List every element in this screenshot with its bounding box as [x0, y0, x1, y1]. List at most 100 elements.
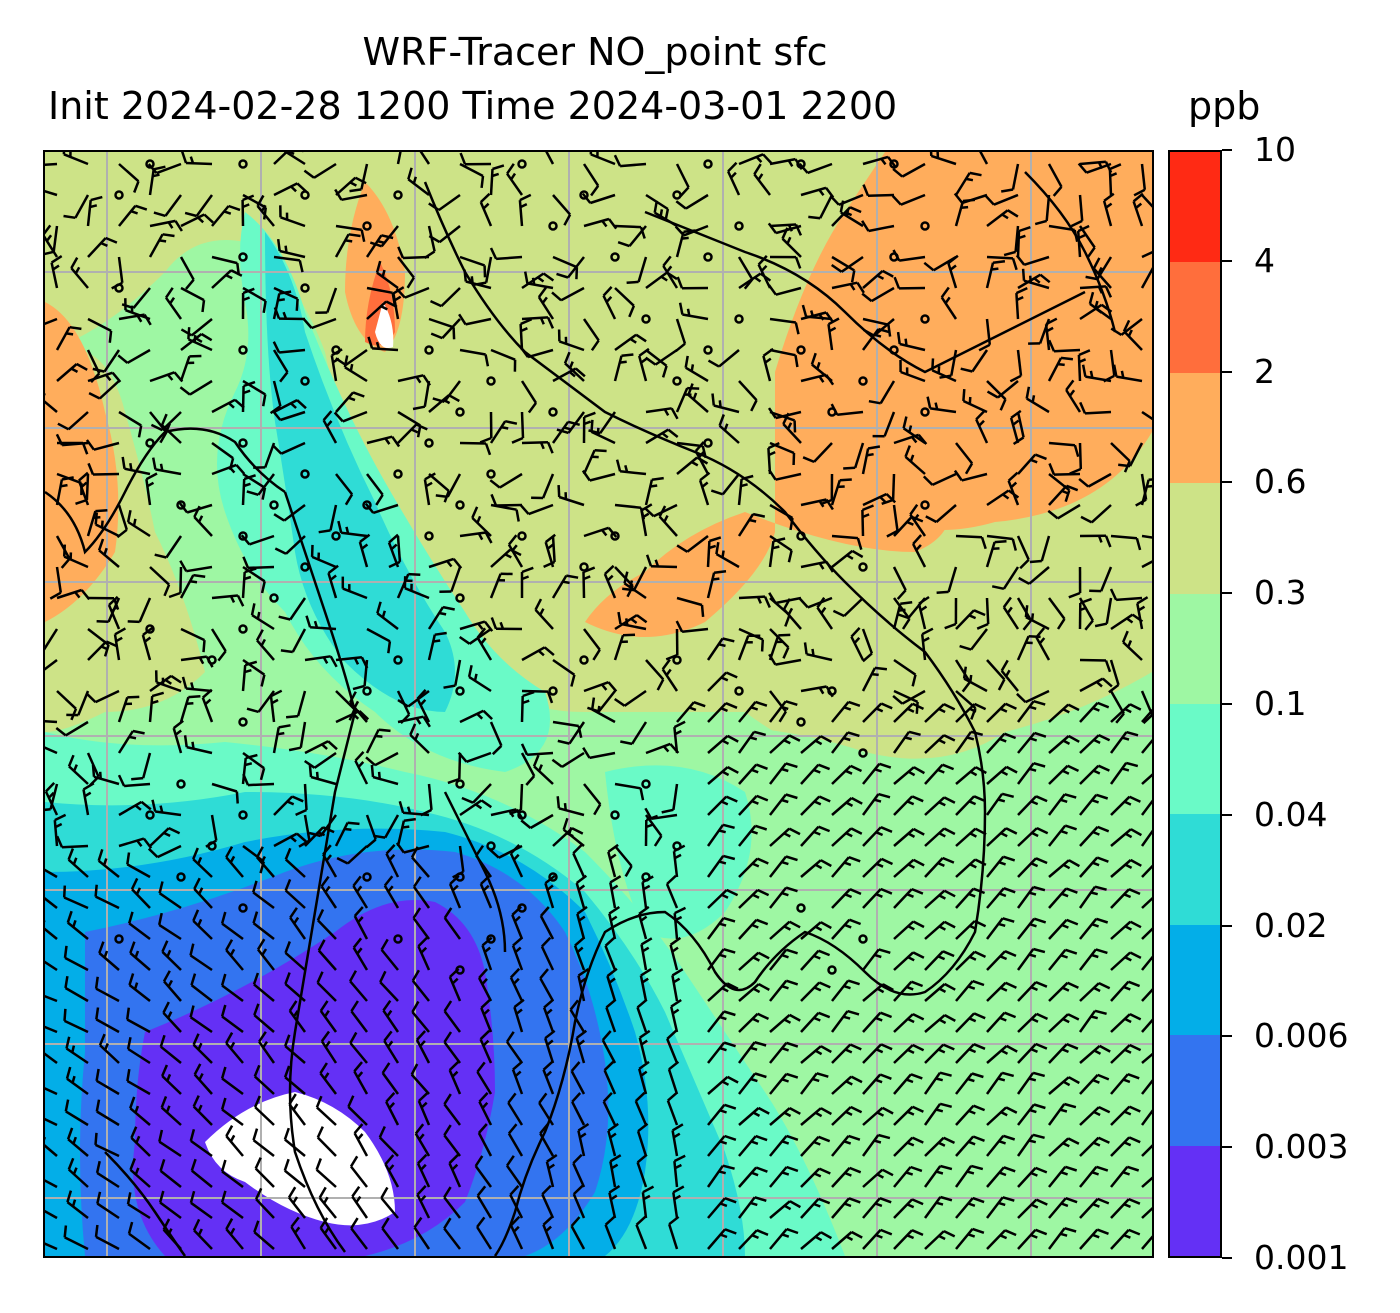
wind-barb-flag [256, 194, 265, 207]
wind-barb-flag [891, 195, 902, 206]
wind-barb-flag [969, 924, 977, 931]
wind-barb-shaft [349, 701, 368, 723]
wind-barb-flag [722, 637, 735, 643]
wind-barb-shaft [1141, 534, 1152, 539]
wind-barb-flag [192, 1033, 200, 1046]
wind-barb-shaft [831, 765, 852, 785]
wind-barb-flag [915, 544, 922, 551]
wind-barb-shaft [191, 1169, 213, 1188]
wind-barb-shaft [96, 1171, 120, 1189]
wind-barb-flag [1000, 1049, 1009, 1055]
wind-barb-flag [1094, 300, 1099, 309]
wind-barb-flag [66, 1127, 74, 1140]
wind-barb-shaft [118, 837, 145, 848]
wind-barb-flag [1124, 707, 1132, 714]
wind-barb-flag [256, 938, 266, 951]
wind-barb-flag [67, 848, 75, 861]
wind-barb-flag [753, 163, 762, 175]
wind-barb-flag [820, 1107, 833, 1116]
wind-barb-flag [354, 751, 365, 762]
wind-barb-flag [723, 948, 736, 954]
wind-barb-flag [397, 699, 409, 708]
wind-barb-flag [874, 1202, 883, 1208]
wind-barb-flag [491, 172, 500, 178]
wind-barb-shaft [118, 800, 143, 817]
wind-barb-shaft [769, 886, 788, 909]
calm-wind-marker [548, 407, 558, 417]
wind-barb-flag [384, 437, 391, 445]
wind-barb-shaft [383, 884, 400, 909]
wind-barb-flag [788, 734, 801, 742]
wind-barb-shaft [466, 751, 492, 763]
wind-barb-flag [907, 1048, 915, 1055]
wind-barb-flag [184, 211, 198, 218]
wind-barb-flag [817, 763, 831, 771]
wind-barb-shaft [583, 628, 601, 651]
wind-barb-flag [687, 383, 694, 396]
wind-barb-shaft [346, 845, 368, 865]
wind-barb-flag [877, 1133, 891, 1140]
wind-barb-shaft [1110, 703, 1131, 723]
wind-barb-flag [820, 606, 827, 615]
wind-barb-flag [881, 498, 894, 505]
wind-barb-shaft [179, 355, 191, 382]
wind-barb-flag [1005, 1106, 1018, 1114]
wind-barb-flag [816, 596, 826, 609]
wind-barb-shaft [582, 449, 596, 475]
wind-barb-shaft [529, 813, 554, 830]
wind-barb-flag [128, 973, 135, 986]
wind-barb-flag [1096, 1228, 1109, 1235]
wind-barb-shaft [192, 858, 213, 878]
wind-barb-shaft [484, 256, 493, 283]
wind-barb-flag [590, 185, 600, 197]
colorbar-segment [1170, 924, 1220, 1036]
wind-barb-flag [458, 635, 471, 645]
colorbar-segment [1170, 814, 1220, 925]
wind-barb-shaft [221, 1108, 244, 1127]
wind-barb-shaft [381, 1072, 400, 1095]
wind-barb-shaft [769, 1013, 791, 1033]
wind-barb-shaft [955, 1135, 975, 1157]
colorbar-tick-label: 0.6 [1254, 462, 1307, 502]
wind-barb-shaft [1016, 1134, 1035, 1157]
wind-barb-flag [719, 1233, 728, 1239]
wind-barb-shaft [662, 265, 679, 289]
wind-barb-flag [294, 1226, 301, 1234]
wind-barb-shaft [284, 1138, 306, 1157]
wind-barb-shaft [272, 349, 289, 373]
wind-barb-shaft [257, 690, 276, 713]
wind-barb-shaft [827, 324, 834, 351]
wind-barb-flag [290, 402, 297, 409]
calm-wind-marker [300, 190, 310, 200]
wind-barb-flag [481, 1101, 489, 1109]
wind-barb-shaft [313, 751, 337, 769]
wind-barb-flag [563, 351, 571, 364]
wind-barb-shaft [955, 950, 976, 971]
wind-barb-shaft [481, 944, 493, 971]
wind-barb-flag [818, 981, 831, 989]
wind-barb-flag [480, 799, 493, 809]
wind-barb-flag [1097, 1197, 1110, 1205]
wind-barb-flag [192, 909, 200, 922]
wind-barb-shaft [45, 317, 58, 326]
wind-barb-flag [1079, 597, 1093, 605]
wind-barb-flag [244, 567, 257, 574]
wind-barb-shaft [985, 318, 992, 345]
wind-barb-flag [242, 773, 250, 786]
wind-barb-shaft [95, 1235, 120, 1251]
wind-barb-flag [172, 719, 184, 730]
wind-barb-flag [718, 643, 726, 648]
wind-barb-flag [546, 441, 554, 454]
wind-barb-flag [937, 1048, 946, 1054]
wind-barb-shaft [706, 824, 725, 847]
wind-barb-shaft [315, 1168, 337, 1188]
wind-barb-flag [980, 536, 987, 550]
wind-barb-flag [1063, 1102, 1077, 1109]
wind-barb-flag [62, 544, 67, 557]
colorbar [1168, 150, 1222, 1258]
wind-barb-shaft [366, 286, 393, 295]
wind-barb-flag [786, 1041, 799, 1048]
wind-barb-flag [767, 407, 777, 419]
wind-barb-flag [1109, 172, 1118, 178]
wind-barb-flag [324, 885, 331, 893]
